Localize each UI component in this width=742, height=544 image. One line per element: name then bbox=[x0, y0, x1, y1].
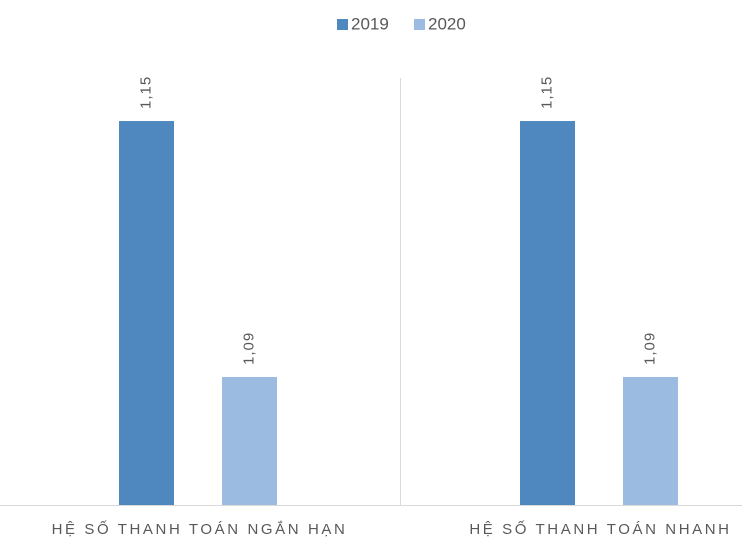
legend-label: 2020 bbox=[428, 14, 466, 33]
bar bbox=[520, 121, 575, 505]
legend-swatch bbox=[337, 19, 348, 30]
bar bbox=[222, 377, 277, 505]
value-label: 1,09 bbox=[641, 332, 658, 365]
x-tick-label: HỆ SỐ THANH TOÁN NHANH bbox=[469, 520, 731, 538]
legend-label: 2019 bbox=[351, 14, 389, 33]
legend-swatch bbox=[414, 19, 425, 30]
bar bbox=[623, 377, 678, 505]
bar bbox=[119, 121, 174, 505]
x-tick-label: HỆ SỐ THANH TOÁN NGẮN HẠN bbox=[52, 520, 348, 538]
value-label: 1,09 bbox=[240, 332, 257, 365]
value-label: 1,15 bbox=[538, 76, 555, 109]
value-label: 1,15 bbox=[137, 76, 154, 109]
